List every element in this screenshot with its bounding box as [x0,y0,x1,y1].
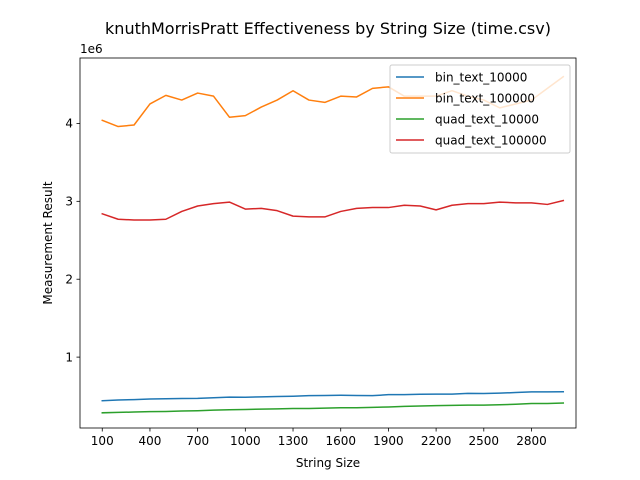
plot-area: 100 400 700 1000 1300 1600 1900 2200 2500 2800 1 2 3… [65,57,577,448]
x-axis-label: String Size [296,456,360,470]
legend-label-bin_text_100000: bin_text_100000 [435,91,535,105]
y-tick-label: 2 [65,273,73,287]
legend-label-quad_text_10000: quad_text_10000 [435,112,539,126]
y-offset-label: 1e6 [80,42,103,56]
legend-label-bin_text_10000: bin_text_10000 [435,70,527,84]
chart-title: knuthMorrisPratt Effectiveness by String… [105,19,551,38]
x-tick-label: 700 [186,434,209,448]
x-tick-label: 1900 [373,434,404,448]
legend-label-quad_text_100000: quad_text_100000 [435,133,547,147]
x-tick-label: 2500 [469,434,500,448]
y-tick-label: 1 [65,350,73,364]
series-line-quad_text_100000 [101,199,565,221]
y-tick-label: 4 [65,117,73,131]
y-axis-label: Measurement Result [41,181,55,305]
legend: bin_text_10000 bin_text_100000 quad_text_1… [389,64,571,154]
x-tick-label: 400 [138,434,161,448]
axes-frame [79,57,577,429]
x-tick-label: 1300 [278,434,309,448]
x-tick-label: 2200 [421,434,452,448]
series-line-quad_text_10000 [101,402,565,414]
series-line-bin_text_10000 [101,391,565,402]
y-tick-label: 3 [65,195,73,209]
x-tick-label: 1600 [325,434,356,448]
x-tick-label: 1000 [230,434,261,448]
x-tick-label: 2800 [516,434,547,448]
legend-box [389,64,571,154]
x-tick-label: 100 [91,434,114,448]
